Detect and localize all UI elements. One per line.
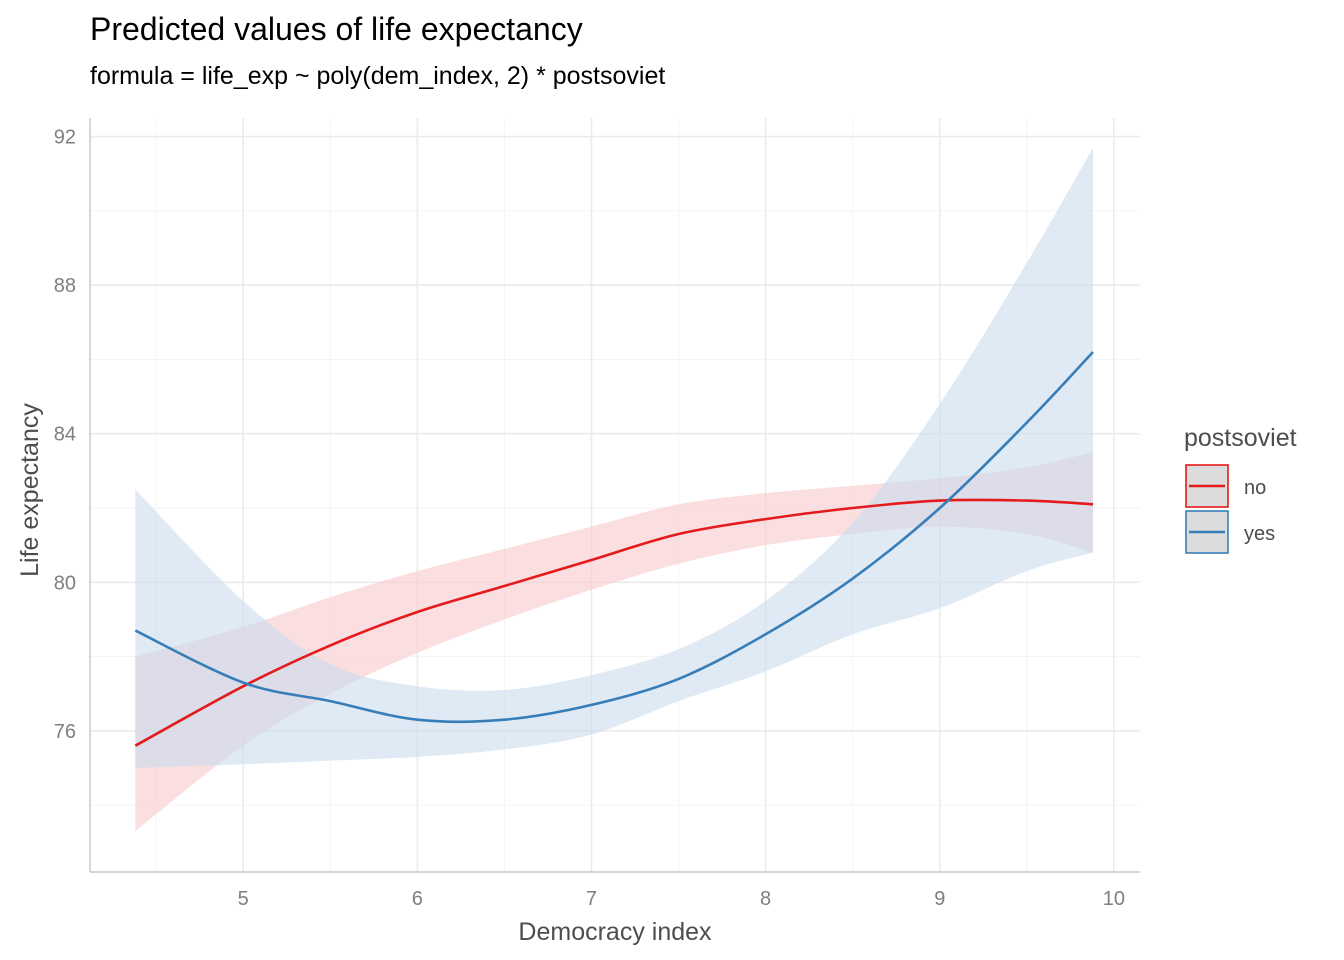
y-tick-label: 88	[54, 275, 76, 297]
y-tick-label: 76	[54, 721, 76, 743]
x-tick-label: 9	[934, 888, 945, 910]
legend-title: postsoviet	[1184, 424, 1297, 452]
x-tick-label: 8	[760, 888, 771, 910]
chart-subtitle: formula = life_exp ~ poly(dem_index, 2) …	[90, 62, 665, 90]
x-tick-label: 5	[238, 888, 249, 910]
x-tick-label: 10	[1103, 888, 1125, 910]
series-lines	[134, 351, 1094, 747]
y-tick-label: 84	[54, 424, 76, 446]
series-line-yes	[134, 351, 1094, 724]
grid	[90, 118, 1140, 872]
y-tick-label: 92	[54, 127, 76, 149]
x-tick-labels: 5 6 7 8 9 10	[238, 888, 1125, 910]
y-tick-labels: 76 80 84 88 92	[54, 127, 76, 743]
legend-label-no: no	[1244, 477, 1266, 499]
confidence-bands	[135, 147, 1094, 832]
legend: postsoviet no yes	[1184, 424, 1297, 554]
x-axis-title: Democracy index	[518, 918, 712, 946]
y-axis-title: Life expectancy	[16, 403, 44, 577]
series-line-no	[134, 498, 1094, 747]
x-tick-label: 6	[412, 888, 423, 910]
x-tick-label: 7	[586, 888, 597, 910]
chart-title: Predicted values of life expectancy	[90, 11, 583, 47]
y-tick-label: 80	[54, 572, 76, 594]
band-yes	[135, 147, 1094, 768]
legend-label-yes: yes	[1244, 523, 1275, 545]
